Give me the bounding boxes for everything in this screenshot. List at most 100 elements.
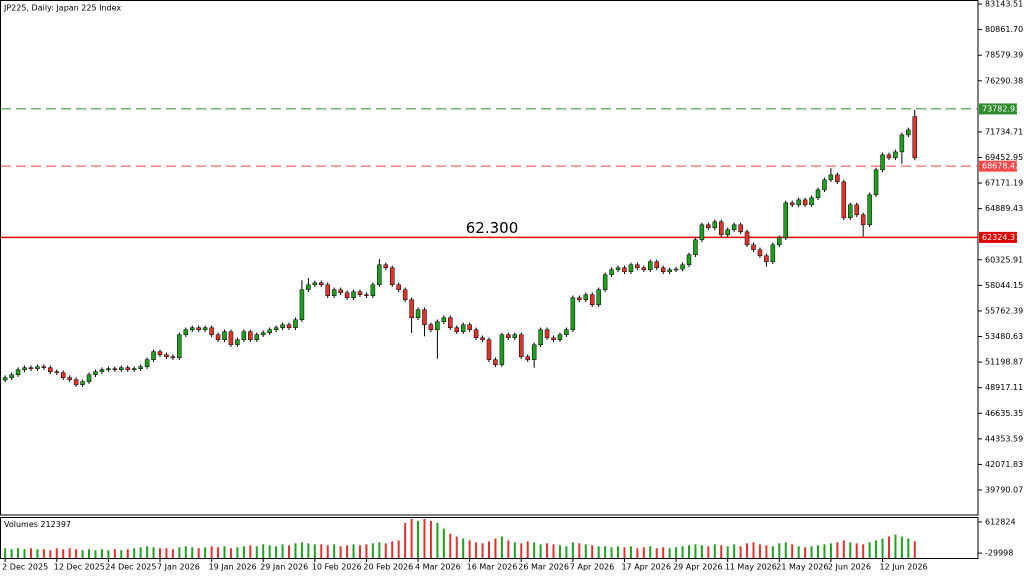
candle-body bbox=[138, 366, 143, 369]
volume-bar bbox=[223, 546, 226, 558]
candle-body bbox=[680, 264, 685, 270]
x-tick-label: 24 Dec 2025 bbox=[105, 563, 156, 572]
candle-body bbox=[248, 331, 253, 340]
candle-body bbox=[699, 224, 705, 241]
candle-body bbox=[835, 174, 840, 183]
candle-body bbox=[635, 264, 640, 269]
level-label-box bbox=[979, 231, 1017, 243]
x-tick-label: 2 Dec 2025 bbox=[2, 563, 48, 572]
x-tick-label: 21 May 2026 bbox=[776, 563, 828, 572]
volume-bar bbox=[713, 544, 716, 558]
candle-body bbox=[777, 237, 782, 246]
candle-body bbox=[409, 299, 414, 318]
x-tick-label: 29 Jan 2026 bbox=[260, 563, 308, 572]
candle-body bbox=[912, 116, 918, 159]
volume-bar bbox=[217, 547, 220, 558]
candle-body bbox=[525, 356, 530, 360]
candle-body bbox=[764, 255, 769, 263]
candle-body bbox=[609, 269, 614, 276]
y-tick-label: 44353.59 bbox=[985, 434, 1023, 443]
volume-bar bbox=[610, 547, 613, 558]
candle-body bbox=[435, 321, 440, 330]
candle-body bbox=[357, 291, 363, 296]
volume-bar bbox=[739, 546, 742, 558]
volume-bar bbox=[29, 548, 32, 558]
volume-bar bbox=[423, 518, 426, 558]
x-tick-label: 4 Mar 2026 bbox=[415, 563, 461, 572]
candle-body bbox=[848, 204, 853, 219]
volume-bar bbox=[662, 547, 665, 558]
volume-bar bbox=[642, 547, 645, 558]
candle-body bbox=[519, 334, 524, 357]
volume-bar bbox=[36, 549, 39, 558]
candle-body bbox=[273, 327, 279, 330]
volume-bar bbox=[546, 543, 549, 558]
candle-body bbox=[809, 197, 814, 206]
x-tick-label: 16 Mar 2026 bbox=[467, 563, 518, 572]
y-tick-label: 78579.39 bbox=[985, 51, 1023, 60]
candle-body bbox=[622, 267, 627, 273]
volume-bar bbox=[378, 542, 381, 558]
x-tick-label: 26 Mar 2026 bbox=[518, 563, 569, 572]
candle-body bbox=[499, 334, 505, 365]
volume-bar bbox=[23, 549, 26, 558]
candle-body bbox=[815, 189, 821, 199]
candle-body bbox=[899, 134, 905, 153]
candle-body bbox=[570, 297, 576, 330]
candle-body bbox=[151, 351, 156, 360]
volume-bar bbox=[442, 528, 445, 558]
candle-body bbox=[854, 204, 859, 216]
volume-bar bbox=[649, 546, 652, 558]
candle-body bbox=[306, 284, 311, 291]
candle-body bbox=[9, 374, 14, 378]
volume-bar bbox=[455, 536, 458, 558]
candle-body bbox=[364, 294, 369, 297]
y-tick-label: 69452.95 bbox=[985, 153, 1023, 162]
candle-body bbox=[486, 339, 492, 360]
candle-body bbox=[564, 329, 569, 335]
volume-bar bbox=[326, 545, 329, 558]
candle-body bbox=[428, 324, 434, 330]
candle-body bbox=[48, 367, 53, 372]
volume-bar bbox=[262, 544, 265, 558]
candle-body bbox=[15, 369, 21, 375]
candle-body bbox=[673, 268, 679, 271]
candle-body bbox=[319, 282, 324, 286]
candle-body bbox=[2, 377, 8, 381]
x-tick-label: 7 Apr 2026 bbox=[570, 563, 614, 572]
candle-body bbox=[286, 324, 292, 328]
candle-body bbox=[802, 199, 808, 206]
candle-body bbox=[299, 289, 305, 320]
candle-body bbox=[448, 317, 453, 328]
candle-body bbox=[344, 292, 350, 298]
volume-last: 212397 bbox=[40, 520, 71, 529]
volume-label: Volumes bbox=[4, 520, 38, 529]
volume-bar bbox=[539, 544, 542, 558]
volume-bar bbox=[365, 544, 368, 558]
volume-bar bbox=[758, 544, 761, 558]
volume-bar bbox=[268, 545, 271, 558]
volume-bar bbox=[352, 544, 355, 558]
volume-bar bbox=[494, 538, 497, 558]
volume-bar bbox=[10, 549, 13, 558]
candle-body bbox=[99, 369, 105, 372]
candle-body bbox=[654, 261, 659, 269]
candle-body bbox=[880, 154, 885, 171]
volume-bar bbox=[842, 540, 845, 558]
candle-body bbox=[125, 367, 130, 370]
candle-body bbox=[112, 368, 118, 370]
candle-body bbox=[131, 368, 137, 370]
volume-bar bbox=[126, 549, 129, 558]
main-panel bbox=[0, 0, 979, 516]
candle-body bbox=[731, 224, 737, 231]
volume-bar bbox=[358, 545, 361, 558]
volume-bar bbox=[862, 544, 865, 558]
volume-bar bbox=[668, 548, 671, 558]
volume-bar bbox=[584, 544, 587, 558]
volume-bar bbox=[881, 538, 884, 558]
candle-body bbox=[796, 199, 801, 206]
volume-bar bbox=[733, 544, 736, 558]
volume-bar bbox=[68, 548, 71, 558]
volume-bar bbox=[481, 543, 484, 558]
volume-bar bbox=[255, 546, 258, 558]
